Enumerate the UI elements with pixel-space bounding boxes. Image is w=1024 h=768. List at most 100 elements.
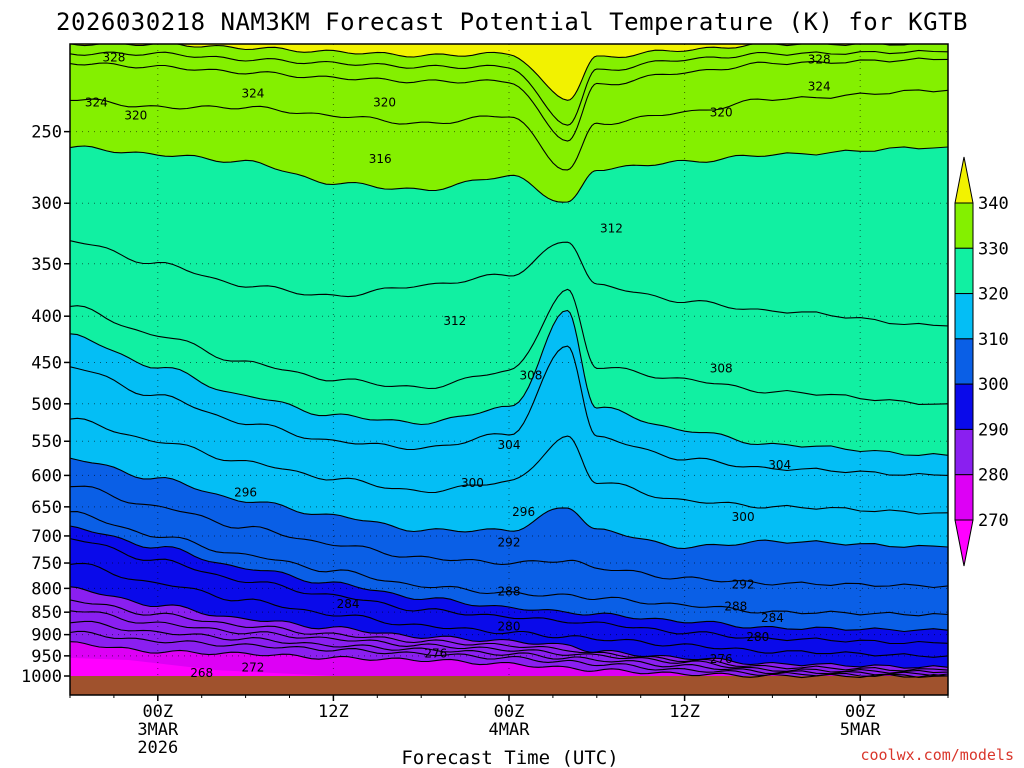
contour-theta_324	[70, 89, 948, 171]
contour-label: 308	[710, 362, 733, 376]
contour-theta_316	[70, 240, 948, 327]
contour-theta_310	[70, 309, 948, 456]
x-tick-label: 12Z	[318, 702, 349, 722]
colorbar-label: 320	[978, 285, 1009, 305]
colorbar-box	[954, 474, 974, 521]
contour-lines	[70, 44, 948, 679]
contour-theta_292	[70, 511, 948, 617]
contour-label: 280	[498, 620, 521, 634]
y-tick-label: 300	[31, 194, 62, 214]
credit-text[interactable]: coolwx.com/models	[860, 746, 1014, 764]
y-tick-label: 550	[31, 432, 62, 452]
x-tick-label: 2026	[137, 738, 178, 758]
colorbar-box	[954, 338, 974, 385]
plot-area	[69, 43, 949, 696]
contour-label: 296	[512, 505, 535, 519]
y-axis: 250 300 350 400 450 500 550 600 650 700 750 800 850 9…	[21, 123, 70, 687]
x-tick-label: 5MAR	[840, 720, 882, 740]
contour-label: 320	[373, 95, 396, 109]
colorbar-label: 270	[978, 511, 1009, 531]
colorbar-label: 340	[978, 194, 1009, 214]
colorbar-box	[954, 247, 974, 295]
x-tick-label: 12Z	[669, 702, 700, 722]
y-tick-label: 800	[31, 579, 62, 599]
contour-label: 276	[424, 646, 447, 660]
contour-label: 272	[241, 660, 264, 674]
contour-label: 288	[498, 584, 521, 598]
y-tick-label: 700	[31, 527, 62, 547]
contour-label: 320	[124, 109, 147, 123]
contour-theta_276	[70, 610, 948, 674]
contour-label: 280	[746, 630, 769, 644]
x-tick-label: 00Z	[142, 702, 173, 722]
contour-label: 324	[241, 87, 264, 101]
chart-title: 2026030218 NAM3KM Forecast Potential Tem…	[56, 8, 968, 36]
contour-label: 284	[337, 597, 360, 611]
contour-theta_270	[70, 641, 948, 679]
x-tick-label: 00Z	[494, 702, 525, 722]
colorbar-label: 310	[978, 330, 1009, 350]
colorbar-bottom-arrow	[954, 519, 974, 567]
contour-theta_312	[70, 288, 948, 405]
contour-label: 308	[519, 368, 542, 382]
contour-theta_296	[70, 485, 948, 589]
contour-label: 300	[461, 476, 484, 490]
contour-label: 296	[234, 486, 257, 500]
contour-theta_332	[70, 44, 948, 101]
colorbar-box	[954, 383, 974, 430]
contour-label: 324	[808, 80, 831, 94]
contour-label: 320	[710, 105, 733, 119]
colorbar-box	[954, 428, 974, 476]
contour-label: 328	[102, 51, 125, 65]
x-tick-label: 00Z	[845, 702, 876, 722]
contour-theta_300	[70, 457, 948, 550]
contour-label: 268	[190, 666, 213, 680]
y-tick-label: 950	[31, 647, 62, 667]
contour-theta_320	[70, 145, 948, 203]
y-tick-label: 650	[31, 498, 62, 518]
colorbar-top-arrow	[954, 156, 974, 204]
contour-label: 292	[498, 536, 521, 550]
contour-label: 328	[808, 52, 831, 66]
contour-label: 304	[768, 458, 791, 472]
colorbar-box	[954, 202, 974, 249]
y-tick-label: 850	[31, 603, 62, 623]
x-axis-title: Forecast Time (UTC)	[401, 747, 618, 768]
y-tick-label: 350	[31, 255, 62, 275]
contour-theta_280	[70, 586, 948, 669]
contour-labels: 328 324 324 320 320 316 328 324 320 312 312 308 308 3…	[85, 51, 831, 680]
y-tick-label: 450	[31, 353, 62, 373]
y-tick-label: 1000	[21, 667, 62, 687]
y-tick-label: 500	[31, 395, 62, 415]
contour-theta_308	[70, 345, 948, 476]
y-tick-label: 250	[31, 123, 62, 143]
contour-theta_304	[70, 417, 948, 515]
contour-label: 312	[600, 222, 623, 236]
contour-theta_330	[70, 49, 948, 126]
contour-label: 304	[498, 438, 521, 452]
contour-theta_274	[70, 620, 948, 677]
contour-theta_278	[70, 599, 948, 672]
grid	[70, 44, 948, 676]
y-tick-label: 600	[31, 466, 62, 486]
y-tick-label: 400	[31, 307, 62, 327]
colorbar-label: 300	[978, 375, 1009, 395]
contour-label: 316	[369, 152, 392, 166]
y-tick-label: 900	[31, 626, 62, 646]
contour-theta_284	[70, 562, 948, 658]
contour-theta_288	[70, 538, 948, 645]
contour-label: 288	[724, 600, 747, 614]
x-tick-label: 4MAR	[489, 720, 531, 740]
contour-label: 312	[443, 314, 466, 328]
band-below-270	[70, 657, 334, 676]
contour-label: 324	[85, 95, 108, 109]
contour-label: 292	[732, 577, 755, 591]
ground	[70, 676, 948, 695]
x-tick-label: 3MAR	[137, 720, 179, 740]
contour-theta_272	[70, 630, 948, 678]
y-tick-label: 750	[31, 554, 62, 574]
colorbar-label: 280	[978, 466, 1009, 486]
colorbar-label: 290	[978, 420, 1009, 440]
